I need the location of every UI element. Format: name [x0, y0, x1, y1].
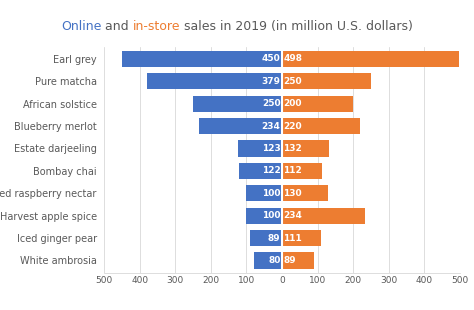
Text: and: and — [101, 20, 133, 33]
Text: 89: 89 — [283, 256, 296, 265]
Text: 123: 123 — [262, 144, 281, 153]
Bar — [199, 118, 282, 134]
Text: 89: 89 — [268, 233, 281, 242]
Bar — [238, 163, 282, 179]
Text: 122: 122 — [262, 166, 281, 175]
Text: in-store: in-store — [133, 20, 180, 33]
Text: 450: 450 — [262, 54, 281, 63]
Bar — [282, 140, 329, 157]
Text: 200: 200 — [283, 99, 302, 108]
Bar — [282, 230, 321, 246]
Text: 220: 220 — [283, 122, 302, 131]
Bar — [122, 51, 282, 67]
Text: 234: 234 — [262, 122, 281, 131]
Bar — [254, 252, 282, 268]
Text: 234: 234 — [283, 211, 302, 220]
Bar — [238, 140, 282, 157]
Text: 100: 100 — [262, 211, 281, 220]
Bar — [282, 51, 459, 67]
Bar — [282, 118, 360, 134]
Bar — [282, 95, 353, 112]
Bar — [246, 185, 282, 201]
Bar — [282, 252, 314, 268]
Text: 111: 111 — [283, 233, 302, 242]
Text: sales in 2019 (in million U.S. dollars): sales in 2019 (in million U.S. dollars) — [180, 20, 413, 33]
Text: 250: 250 — [283, 77, 302, 86]
Bar — [282, 163, 322, 179]
Text: 80: 80 — [268, 256, 281, 265]
Text: 132: 132 — [283, 144, 302, 153]
Bar — [282, 208, 365, 224]
Text: Online: Online — [61, 20, 101, 33]
Bar — [282, 185, 328, 201]
Bar — [246, 208, 282, 224]
Bar — [250, 230, 282, 246]
Text: 250: 250 — [262, 99, 281, 108]
Text: 498: 498 — [283, 54, 302, 63]
Bar — [147, 73, 282, 89]
Bar — [282, 73, 371, 89]
Text: 130: 130 — [283, 189, 302, 198]
Bar — [193, 95, 282, 112]
Text: 100: 100 — [262, 189, 281, 198]
Text: 112: 112 — [283, 166, 302, 175]
Text: 379: 379 — [262, 77, 281, 86]
